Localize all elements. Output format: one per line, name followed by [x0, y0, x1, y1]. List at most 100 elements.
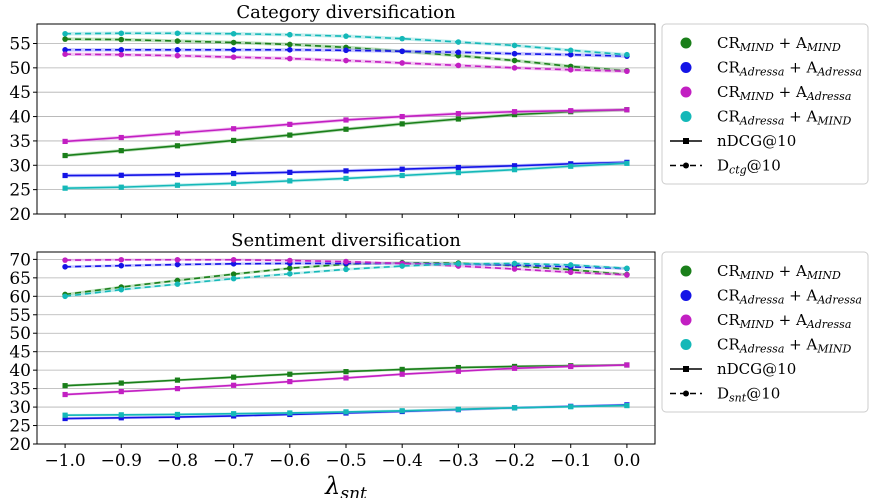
data-point [230, 256, 237, 263]
data-point [455, 368, 461, 374]
x-tick-label: −0.6 [269, 451, 310, 471]
legend-marker [683, 366, 689, 372]
data-point [230, 54, 237, 60]
data-point [174, 261, 181, 268]
data-point [230, 47, 237, 53]
y-tick-label: 45 [9, 343, 31, 363]
data-point [511, 266, 518, 272]
data-point [567, 51, 574, 58]
x-axis-label-base: λ [324, 472, 340, 498]
data-point [455, 164, 461, 171]
data-point [343, 369, 349, 375]
y-tick-label: 25 [9, 181, 31, 201]
data-point [624, 403, 630, 409]
data-point [231, 170, 237, 177]
data-point [287, 265, 293, 272]
legend-marker [680, 290, 692, 301]
data-point [511, 57, 518, 64]
data-point [343, 117, 349, 123]
y-tick-label: 70 [9, 250, 31, 270]
y-tick-label: 20 [9, 205, 31, 225]
data-point [62, 263, 68, 270]
data-point [230, 30, 237, 37]
data-point [287, 41, 293, 48]
data-point [511, 112, 518, 118]
data-point [624, 51, 630, 58]
x-tick-label: −0.5 [325, 451, 366, 471]
data-point [118, 51, 125, 58]
data-point [343, 33, 349, 39]
chart-title: Sentiment diversification [231, 230, 461, 251]
legend-label: CRAdressa + AAdressa [717, 287, 862, 307]
data-point [230, 275, 237, 282]
data-point [511, 163, 518, 169]
legend-label: CRAdressa + AMIND [717, 336, 852, 356]
x-tick-label: −0.9 [101, 451, 142, 471]
data-point [231, 126, 237, 132]
data-point [118, 412, 124, 418]
data-point [399, 121, 405, 127]
data-point [624, 160, 630, 166]
legend-label: CRMIND + AAdressa [717, 83, 851, 103]
data-point [287, 410, 293, 416]
data-point [511, 42, 518, 49]
data-point [230, 271, 237, 277]
data-point [455, 406, 461, 412]
data-point [118, 380, 124, 386]
data-point [231, 382, 237, 388]
data-point [118, 256, 125, 263]
data-point [118, 388, 124, 395]
data-point [231, 180, 237, 186]
y-tick-label: 40 [9, 108, 31, 128]
data-point [62, 257, 68, 263]
data-point [567, 47, 574, 54]
data-point [62, 36, 68, 42]
y-tick-label: 55 [9, 34, 31, 54]
data-point [343, 258, 349, 265]
data-point [343, 375, 349, 381]
data-point [343, 57, 349, 64]
data-point [568, 363, 574, 370]
data-point [118, 47, 125, 53]
y-tick-label: 35 [9, 132, 31, 152]
data-point [343, 168, 349, 174]
data-point [399, 48, 405, 55]
data-point [455, 62, 462, 69]
x-tick-label: −0.3 [438, 451, 479, 471]
data-point [118, 134, 124, 141]
data-point [399, 366, 405, 373]
legend-label: Dctg@10 [717, 157, 781, 177]
legend-label: CRAdressa + AAdressa [717, 59, 862, 79]
x-axis-label-sub: snt [340, 484, 367, 498]
data-point [118, 286, 125, 293]
data-point [343, 175, 349, 182]
data-point [118, 172, 124, 178]
data-point [174, 377, 181, 383]
axes-frame [36, 251, 656, 445]
y-tick-label: 45 [9, 83, 31, 103]
series-band [65, 52, 627, 73]
data-point [62, 391, 68, 398]
legend-marker [683, 162, 689, 169]
data-point [455, 116, 461, 122]
y-tick-label: 60 [9, 287, 31, 307]
data-point [287, 55, 293, 62]
series-band [65, 160, 627, 178]
data-point [230, 39, 237, 46]
data-point [343, 126, 349, 132]
legend-box [661, 251, 869, 413]
data-point [455, 49, 462, 56]
data-point [62, 415, 68, 422]
legend-marker [683, 390, 689, 397]
data-point [511, 260, 518, 267]
y-tick-label: 20 [9, 435, 31, 455]
data-point [174, 256, 181, 263]
legend-label: CRMIND + AMIND [717, 262, 841, 282]
data-point [399, 172, 405, 179]
legend-marker [680, 86, 692, 98]
data-point [62, 152, 68, 159]
legend-marker [680, 339, 692, 350]
data-point [399, 166, 405, 172]
